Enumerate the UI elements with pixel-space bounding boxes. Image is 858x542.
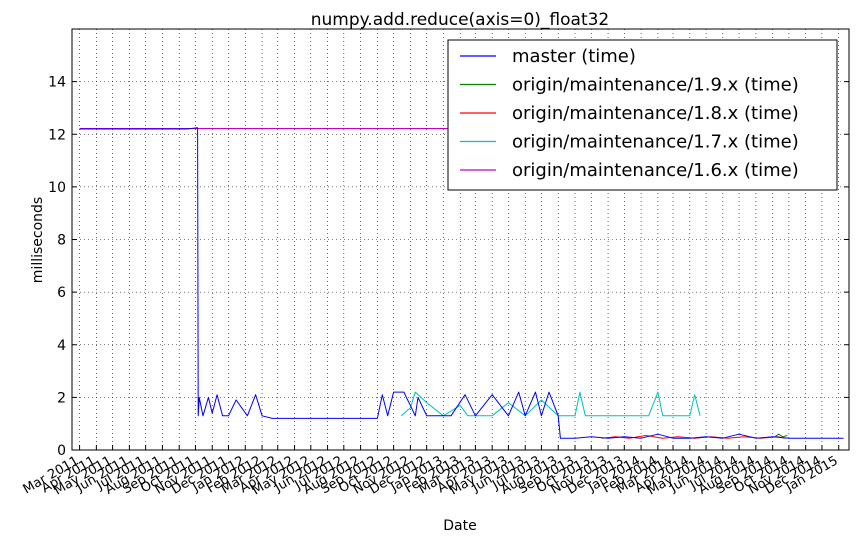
y-tick-label: 12 [48,127,66,143]
y-tick-label: 6 [57,285,66,301]
x-axis-label: Date [443,518,476,534]
chart-title: numpy.add.reduce(axis=0)_float32 [311,10,610,30]
legend: master (time) origin/maintenance/1.9.x (t… [447,39,838,191]
y-tick-label: 10 [48,180,66,196]
y-tick-label: 8 [57,233,66,249]
legend-entry: origin/maintenance/1.9.x (time) [512,75,799,96]
series-line [774,433,788,438]
series-layer [79,127,844,439]
legend-entry: master (time) [512,46,636,67]
series-line [79,127,844,439]
y-tick-label: 2 [57,390,66,406]
y-tick-label: 4 [57,338,66,354]
legend-box [447,39,838,191]
legend-entry: origin/maintenance/1.8.x (time) [512,103,799,124]
y-tick-label: 14 [48,75,66,91]
y-axis-label: milliseconds [30,197,46,283]
y-tick-label: 0 [57,443,66,459]
legend-entry: origin/maintenance/1.6.x (time) [512,160,799,181]
y-axis-ticks: 0 2 4 6 8 10 12 14 [48,75,849,459]
legend-entry: origin/maintenance/1.7.x (time) [512,132,799,153]
